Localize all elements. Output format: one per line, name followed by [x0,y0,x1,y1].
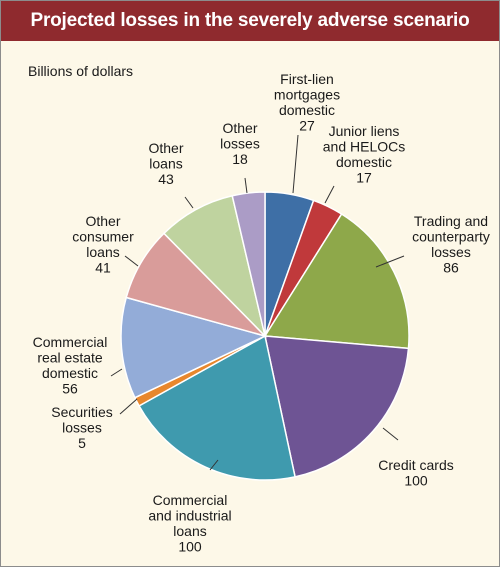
slice-label: Other loans 43 [148,140,183,187]
slice-label: First-lien mortgages domestic 27 [274,71,340,134]
leader-line [209,459,219,471]
slice-label: Securities losses 5 [51,404,112,451]
slice-label: Credit cards 100 [378,457,453,489]
leader-line [375,255,405,268]
leader-line [184,196,194,209]
slice-label: Trading and counterparty losses 86 [412,213,490,276]
leader-line [324,185,335,204]
pie-slice [263,213,410,350]
slice-label: Commercial real estate domestic 56 [33,334,108,397]
slice-label: Commercial and industrial loans 100 [148,492,231,555]
slice-label: Other consumer loans 41 [72,213,134,276]
leader-line [110,368,123,377]
leader-line [119,398,138,415]
leader-line [244,177,248,194]
slice-label: Junior liens and HELOCs domestic 17 [323,123,405,186]
chart-title: Projected losses in the severely adverse… [30,10,470,31]
title-bar: Projected losses in the severely adverse… [1,1,499,41]
leader-line [124,255,139,267]
pie-slice [264,335,410,478]
unit-label: Billions of dollars [28,63,134,79]
pie-slice [231,191,266,337]
leader-line [382,427,399,441]
slice-label: Other losses 18 [220,120,260,167]
pie-slice [138,334,296,481]
leader-line [292,134,299,194]
pie-slice [120,296,268,399]
